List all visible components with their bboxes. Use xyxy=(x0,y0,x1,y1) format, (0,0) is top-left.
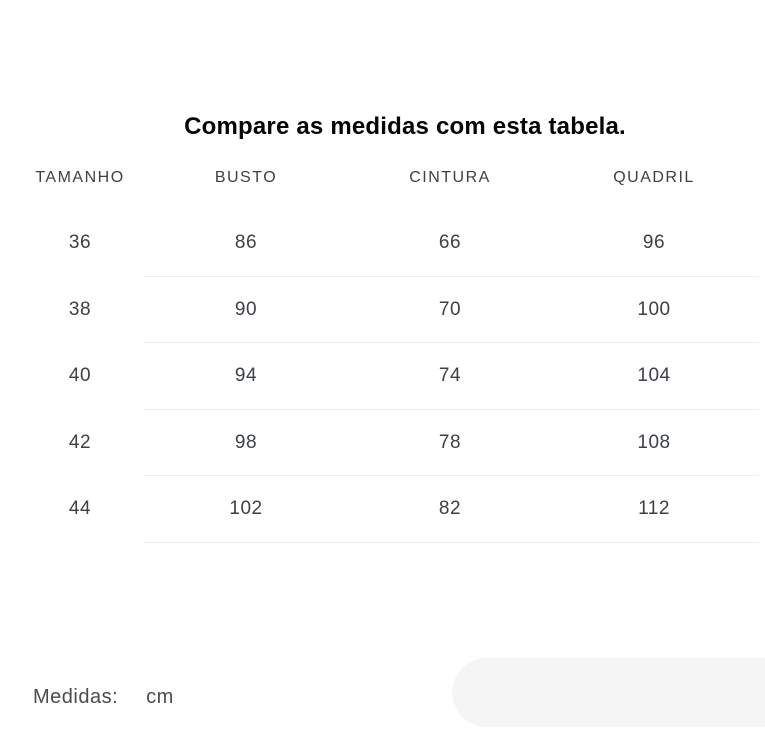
waist-cell: 66 xyxy=(438,232,462,254)
table-row: 40 94 74 104 xyxy=(0,343,759,410)
bust-cell: 90 xyxy=(234,298,258,320)
bust-cell: 94 xyxy=(234,365,258,387)
size-cell: 42 xyxy=(68,431,92,453)
measurement-unit-note: Medidas: cm xyxy=(33,684,174,710)
size-comparison-table: TAMANHO BUSTO CINTURA QUADRIL 36 86 66 9… xyxy=(0,158,759,543)
hip-cell: 108 xyxy=(637,431,671,453)
size-cell: 36 xyxy=(68,232,92,254)
header-cintura: CINTURA xyxy=(409,169,491,186)
size-cell: 38 xyxy=(68,298,92,320)
bust-cell: 86 xyxy=(234,232,258,254)
waist-cell: 82 xyxy=(438,498,462,520)
header-quadril: QUADRIL xyxy=(613,169,695,186)
size-cell: 40 xyxy=(68,365,92,387)
hip-cell: 96 xyxy=(642,232,666,254)
table-row: 44 102 82 112 xyxy=(0,476,759,543)
table-header-row: TAMANHO BUSTO CINTURA QUADRIL xyxy=(0,158,740,198)
hip-cell: 112 xyxy=(638,498,670,520)
size-cell: 44 xyxy=(68,498,92,520)
header-tamanho: TAMANHO xyxy=(35,169,125,186)
table-row: 36 86 66 96 xyxy=(0,210,759,277)
waist-cell: 70 xyxy=(438,298,462,320)
measurement-unit: cm xyxy=(146,686,174,708)
page-title: Compare as medidas com esta tabela. xyxy=(184,113,626,140)
waist-cell: 78 xyxy=(438,431,462,453)
waist-cell: 74 xyxy=(438,365,462,387)
bust-cell: 102 xyxy=(229,498,263,520)
bottom-right-rounded-shape xyxy=(452,658,765,727)
hip-cell: 100 xyxy=(637,298,671,320)
bust-cell: 98 xyxy=(234,431,258,453)
table-row: 38 90 70 100 xyxy=(0,277,759,344)
hip-cell: 104 xyxy=(637,365,671,387)
table-body: 36 86 66 96 38 90 70 100 40 94 74 104 42… xyxy=(0,210,759,543)
header-busto: BUSTO xyxy=(214,169,278,186)
measurement-label: Medidas: xyxy=(33,686,119,708)
table-row: 42 98 78 108 xyxy=(0,410,759,477)
